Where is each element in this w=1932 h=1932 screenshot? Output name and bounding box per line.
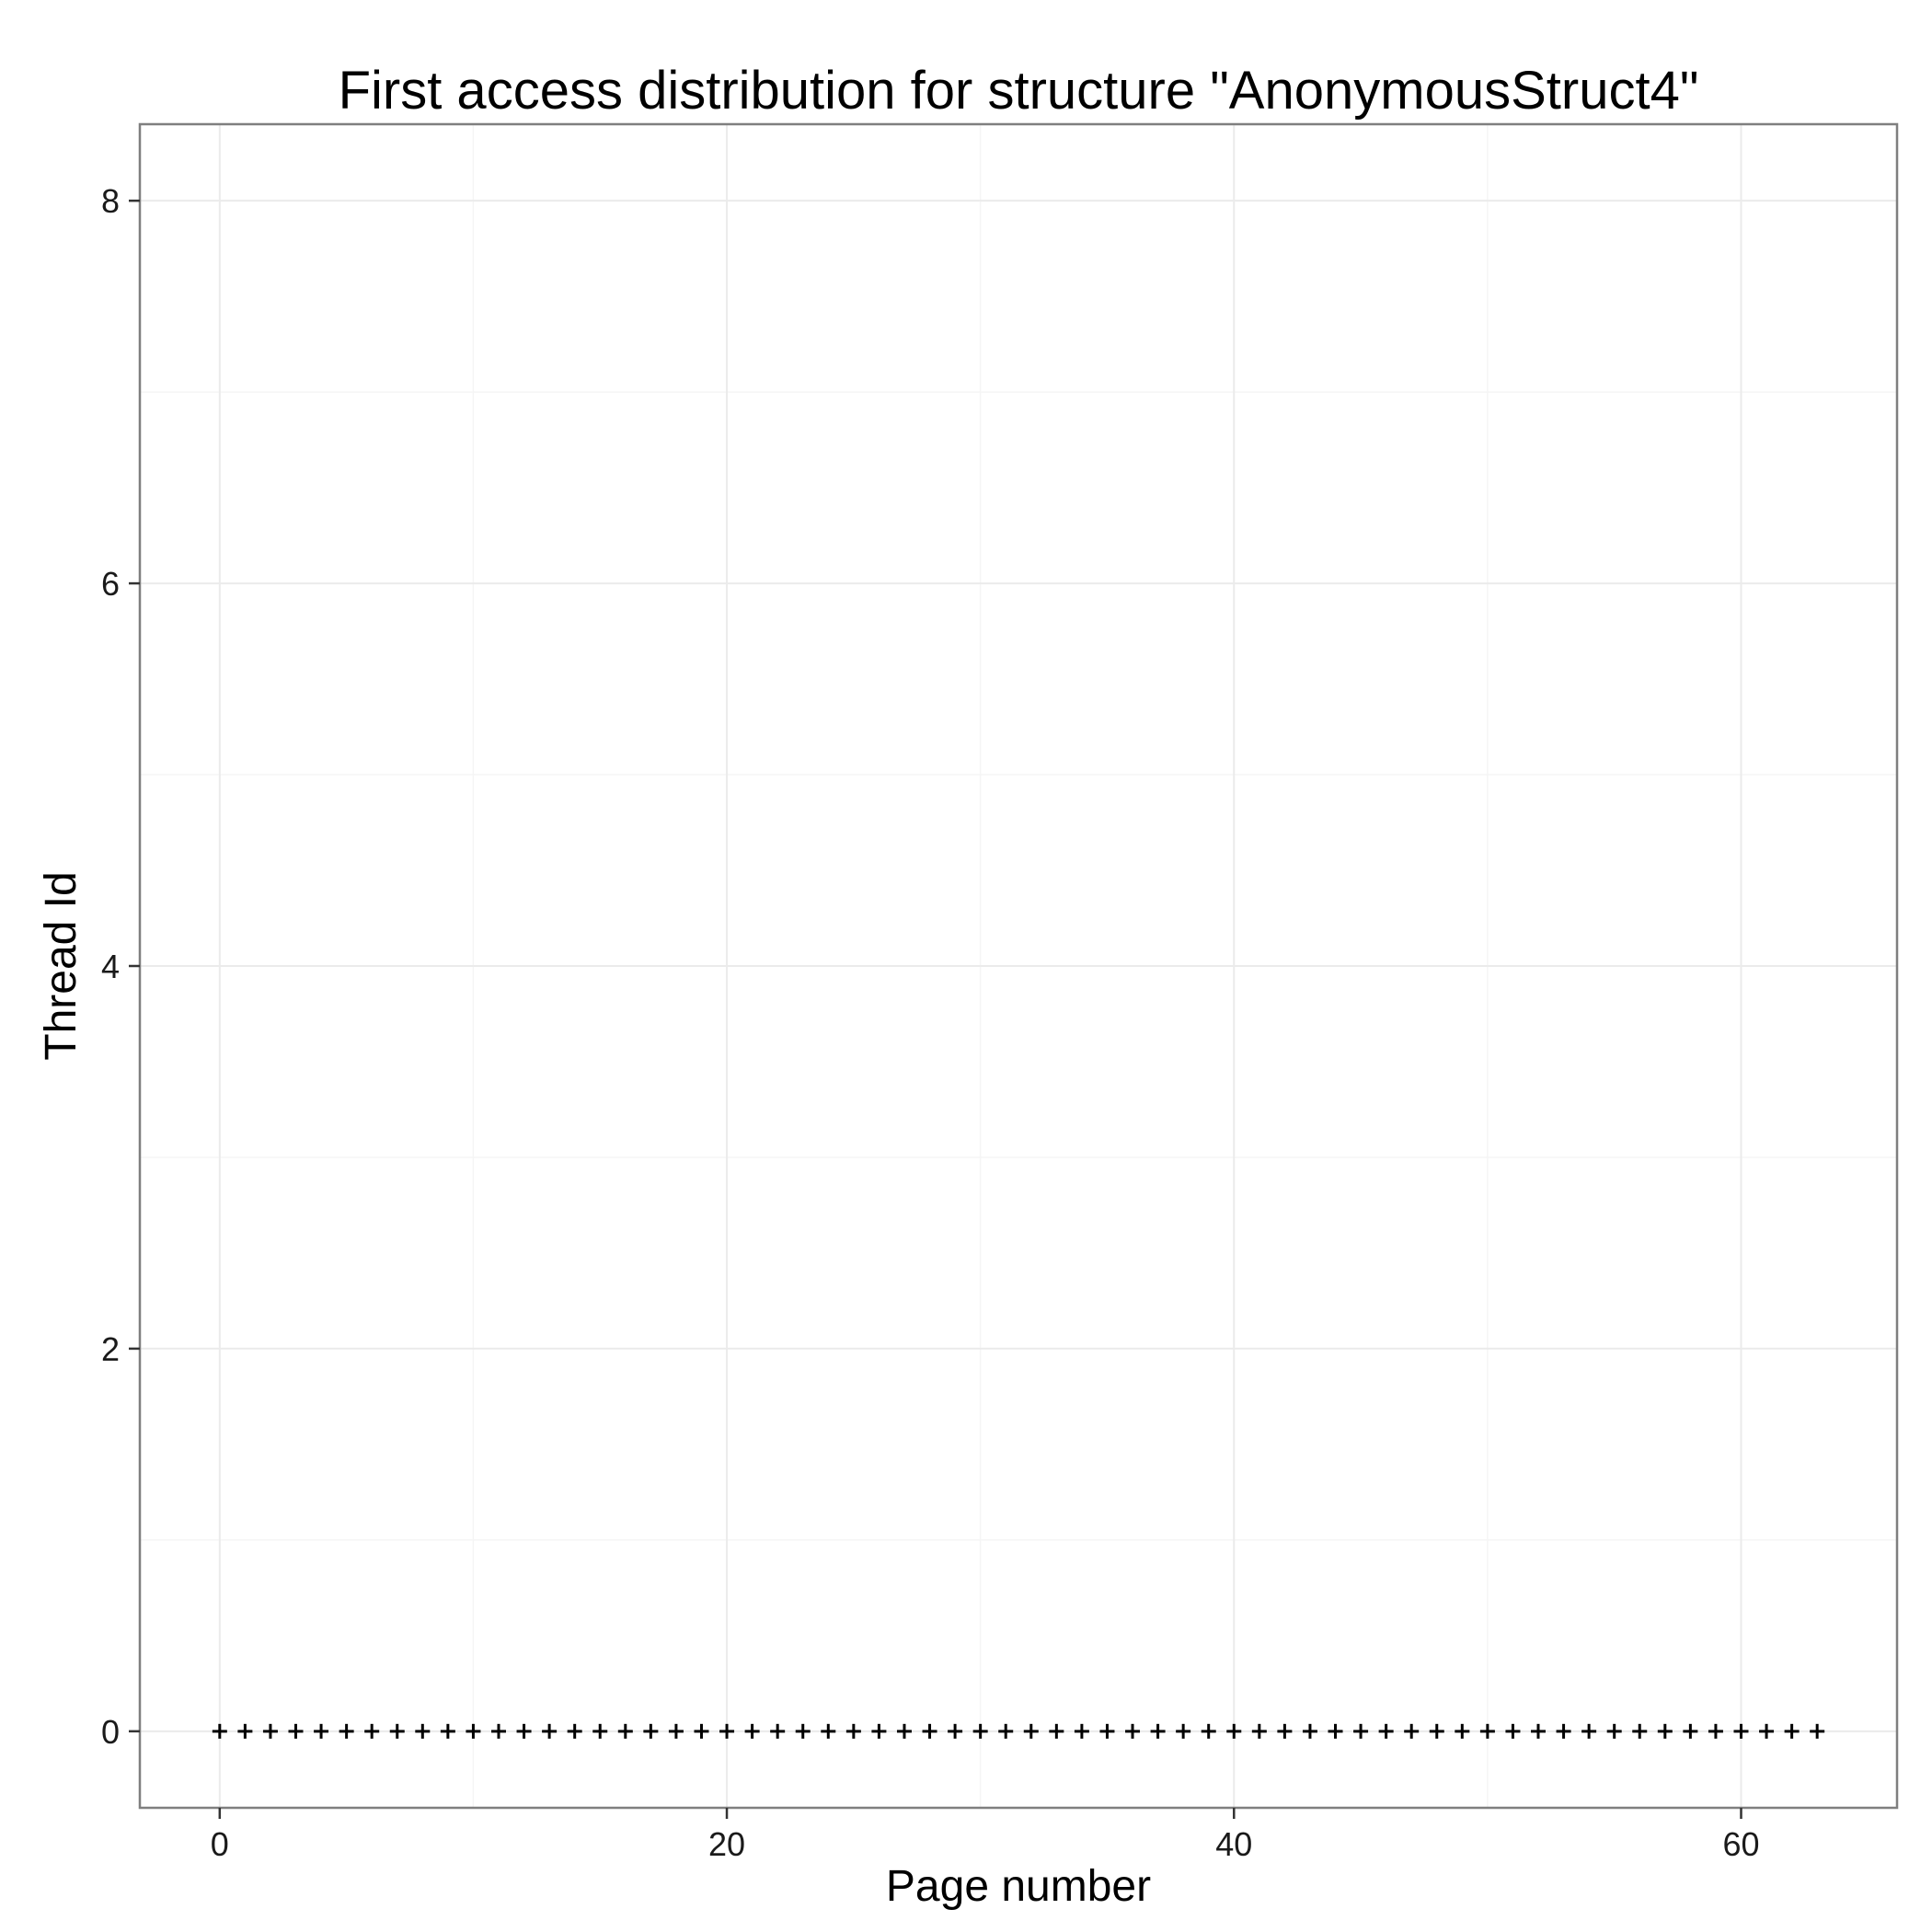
data-point (440, 1723, 455, 1739)
data-point (364, 1723, 380, 1739)
data-point (1581, 1723, 1597, 1739)
data-point (314, 1723, 329, 1739)
data-point (262, 1723, 278, 1739)
data-point (1074, 1723, 1089, 1739)
data-point (1328, 1723, 1343, 1739)
data-point (871, 1723, 887, 1739)
data-point (1733, 1723, 1749, 1739)
data-point (1531, 1723, 1547, 1739)
data-point (1201, 1723, 1216, 1739)
data-point (1176, 1723, 1191, 1739)
data-point (1353, 1723, 1369, 1739)
data-point (1455, 1723, 1470, 1739)
data-point (922, 1723, 937, 1739)
data-point (1759, 1723, 1775, 1739)
x-axis-title: Page number (886, 1862, 1151, 1911)
data-point (1810, 1723, 1825, 1739)
axis-ticks (129, 199, 1742, 1819)
data-point (1505, 1723, 1521, 1739)
y-tick-label: 8 (101, 182, 120, 220)
tick-labels: 0 20 40 60 0 2 4 6 8 (101, 182, 1760, 1863)
data-point (1049, 1723, 1064, 1739)
data-point (592, 1723, 608, 1739)
data-point (288, 1723, 304, 1739)
y-tick-label: 4 (101, 948, 120, 985)
data-point (694, 1723, 709, 1739)
data-point (1023, 1723, 1039, 1739)
data-point (1277, 1723, 1293, 1739)
y-axis-title: Thread Id (37, 871, 86, 1060)
y-tick-label: 0 (101, 1713, 120, 1751)
data-point (821, 1723, 836, 1739)
data-point (1479, 1723, 1495, 1739)
data-point (1251, 1723, 1267, 1739)
data-point (668, 1723, 684, 1739)
data-point (1606, 1723, 1622, 1739)
data-point (795, 1723, 811, 1739)
data-point (542, 1723, 558, 1739)
x-tick-label: 40 (1215, 1825, 1252, 1863)
data-point (212, 1723, 227, 1739)
data-point (1378, 1723, 1394, 1739)
data-point (1226, 1723, 1242, 1739)
data-point (1784, 1723, 1800, 1739)
data-point (567, 1723, 582, 1739)
data-point (998, 1723, 1014, 1739)
data-point (896, 1723, 912, 1739)
data-point (1429, 1723, 1444, 1739)
data-point (490, 1723, 506, 1739)
data-points (212, 1723, 1825, 1739)
data-point (1099, 1723, 1115, 1739)
data-point (770, 1723, 786, 1739)
data-point (466, 1723, 481, 1739)
data-point (1125, 1723, 1141, 1739)
data-point (237, 1723, 253, 1739)
data-point (339, 1723, 354, 1739)
data-point (948, 1723, 963, 1739)
data-point (415, 1723, 431, 1739)
data-point (1302, 1723, 1317, 1739)
data-point (1683, 1723, 1698, 1739)
y-tick-label: 2 (101, 1330, 120, 1368)
data-point (1150, 1723, 1166, 1739)
chart-title: First access distribution for structure … (339, 61, 1699, 121)
data-point (1632, 1723, 1648, 1739)
x-tick-label: 20 (708, 1825, 745, 1863)
x-tick-label: 0 (211, 1825, 229, 1863)
x-tick-label: 60 (1722, 1825, 1759, 1863)
data-point (617, 1723, 633, 1739)
data-point (744, 1723, 760, 1739)
data-point (845, 1723, 861, 1739)
data-point (1404, 1723, 1420, 1739)
data-point (1708, 1723, 1723, 1739)
data-point (516, 1723, 532, 1739)
data-point (389, 1723, 405, 1739)
data-point (1657, 1723, 1673, 1739)
grid (140, 124, 1897, 1808)
data-point (643, 1723, 659, 1739)
y-tick-label: 6 (101, 565, 120, 603)
data-point (972, 1723, 988, 1739)
data-point (719, 1723, 735, 1739)
data-point (1556, 1723, 1571, 1739)
